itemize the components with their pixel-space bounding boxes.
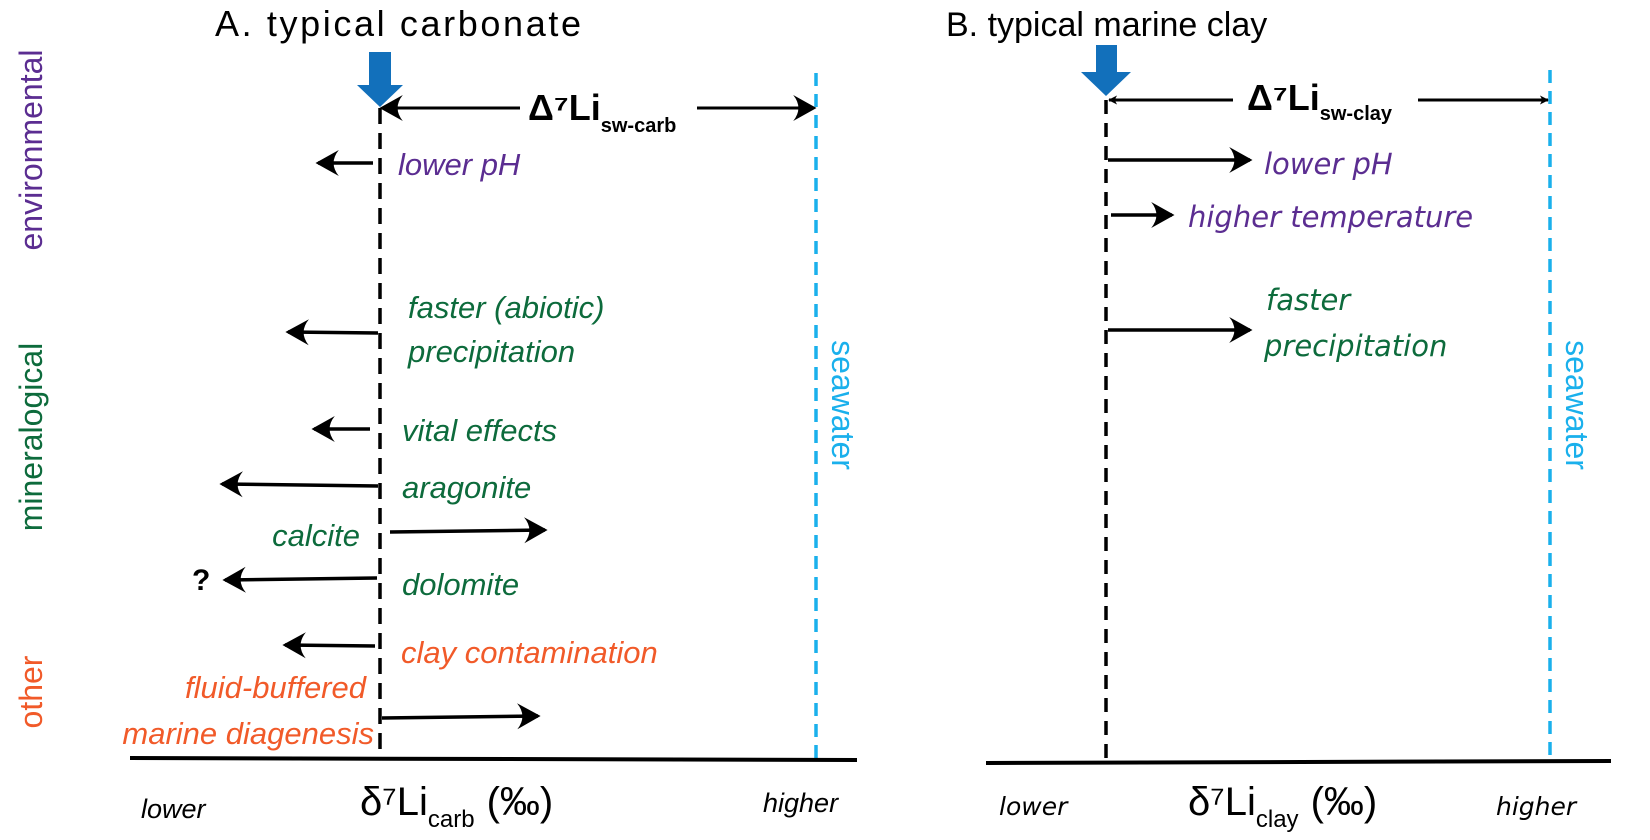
arrow-fluid-buffered bbox=[381, 703, 541, 730]
axis-a-lower: lower bbox=[141, 794, 207, 824]
arrow-calcite bbox=[389, 517, 548, 544]
dolomite-question-mark: ? bbox=[192, 564, 210, 597]
arrow-aragonite bbox=[219, 471, 379, 498]
side-label-environmental: environmental bbox=[13, 50, 49, 251]
blue-marker-arrow-icon bbox=[357, 52, 403, 107]
effect-precipitation: precipitation bbox=[1263, 329, 1447, 363]
seawater-label: seawater bbox=[1559, 340, 1595, 470]
effect-clay-contamination: clay contamination bbox=[401, 635, 658, 670]
panel-a: A. typical carbonate seawater Δ⁷Lisw-car… bbox=[122, 3, 861, 833]
effect-lower-ph: lower pH bbox=[398, 147, 521, 182]
effect-fluid-buffered: fluid-buffered bbox=[185, 670, 368, 705]
delta-label: Δ⁷Lisw-clay bbox=[1247, 77, 1393, 125]
axis-b-title: δ⁷Liclay (‰) bbox=[1188, 780, 1377, 833]
axis-b-higher: higher bbox=[1496, 792, 1578, 821]
axis-b-lower: lower bbox=[999, 792, 1069, 821]
effect-aragonite: aragonite bbox=[402, 470, 531, 505]
effect-higher-temperature: higher temperature bbox=[1188, 200, 1473, 234]
axis-a-title: δ⁷Licarb (‰) bbox=[360, 780, 553, 833]
effect-dolomite: dolomite bbox=[402, 567, 519, 602]
effect-lower-ph: lower pH bbox=[1264, 147, 1393, 181]
delta-label: Δ⁷Lisw-carb bbox=[528, 87, 676, 137]
arrow-dolomite bbox=[222, 566, 378, 593]
effect-marine-diagenesis: marine diagenesis bbox=[122, 716, 374, 751]
arrow-faster-precipitation bbox=[285, 319, 379, 346]
side-label-mineralogical: mineralogical bbox=[13, 343, 49, 532]
effect-vital-effects: vital effects bbox=[402, 413, 557, 448]
seawater-label: seawater bbox=[825, 340, 861, 470]
axis-a-higher: higher bbox=[763, 788, 839, 818]
side-label-other: other bbox=[13, 655, 49, 728]
effect-faster: faster bbox=[1266, 283, 1352, 317]
panel-b-title: B. typical marine clay bbox=[946, 6, 1267, 44]
effect-calcite: calcite bbox=[272, 518, 360, 553]
arrow-clay-contamination bbox=[282, 632, 376, 659]
blue-marker-arrow-icon bbox=[1081, 45, 1131, 96]
x-axis-a bbox=[129, 756, 858, 762]
effect-precipitation: precipitation bbox=[407, 334, 575, 369]
panel-a-title: A. typical carbonate bbox=[215, 3, 581, 44]
effect-faster-abiotic: faster (abiotic) bbox=[408, 290, 604, 325]
x-axis-b bbox=[985, 759, 1612, 765]
panel-b: B. typical marine clay seawater Δ⁷Lisw-c… bbox=[946, 6, 1612, 833]
